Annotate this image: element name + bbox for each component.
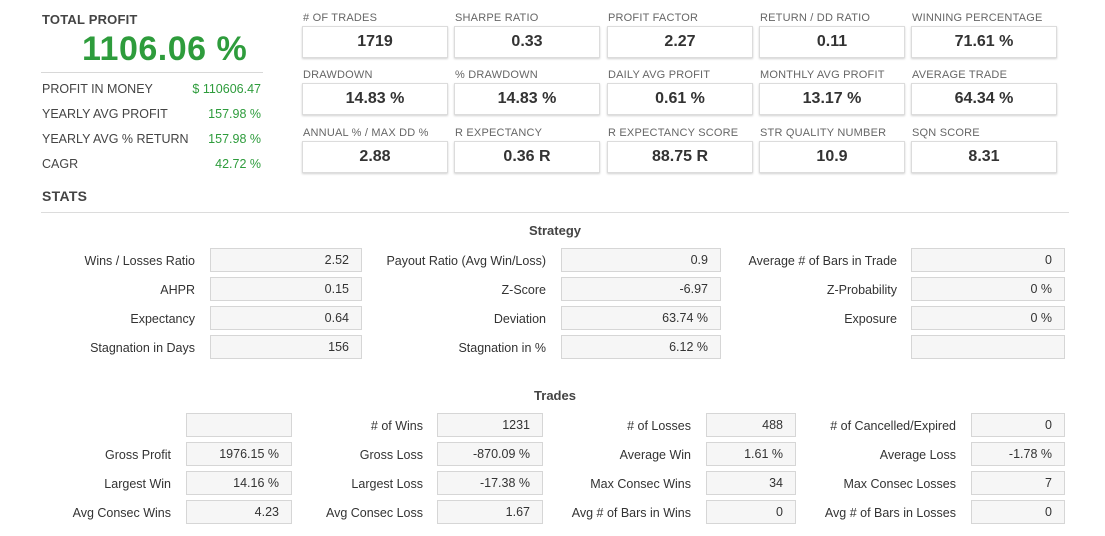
metric-label: MONTHLY AVG PROFIT (760, 69, 885, 81)
metric-value: 71.61 % (911, 26, 1057, 58)
metric-value: 88.75 R (607, 141, 753, 173)
trade-label: Gross Profit (105, 448, 171, 462)
metric-value: 2.27 (607, 26, 753, 58)
trade-value: 1976.15 % (186, 442, 292, 466)
divider (41, 72, 263, 73)
metric-value: 8.31 (911, 141, 1057, 173)
metric-value: 64.34 % (911, 83, 1057, 115)
metric-value: 14.83 % (302, 83, 448, 115)
trade-value: 0 (706, 500, 796, 524)
stat-value: 0 % (911, 306, 1065, 330)
stat-value: 0.64 (210, 306, 362, 330)
stat-value: 0.15 (210, 277, 362, 301)
metric-label: AVERAGE TRADE (912, 69, 1008, 81)
metric-value: 0.36 R (454, 141, 600, 173)
stat-label: Expectancy (130, 312, 195, 326)
metric-label: # OF TRADES (303, 12, 378, 24)
trade-label: Average Win (619, 448, 691, 462)
trade-value: -870.09 % (437, 442, 543, 466)
cagr-label: CAGR (42, 157, 79, 171)
stat-value: 0 % (911, 277, 1065, 301)
trade-label: # of Losses (627, 419, 691, 433)
trade-value: 488 (706, 413, 796, 437)
trade-label: Max Consec Wins (590, 477, 691, 491)
trade-value: 1.67 (437, 500, 543, 524)
metric-label: % DRAWDOWN (455, 69, 538, 81)
cagr-value: 42.72 % (215, 157, 261, 171)
metric-label: R EXPECTANCY (455, 127, 543, 139)
stat-value: 6.12 % (561, 335, 721, 359)
stat-label: Z-Probability (826, 283, 897, 297)
metric-value: 0.61 % (607, 83, 753, 115)
trade-value: 4.23 (186, 500, 292, 524)
trade-value: 1.61 % (706, 442, 796, 466)
metric-label: SQN SCORE (912, 127, 980, 139)
stat-label: Stagnation in Days (90, 341, 195, 355)
metric-value: 1719 (302, 26, 448, 58)
trade-label: Avg Consec Loss (325, 506, 423, 520)
metric-value: 0.33 (454, 26, 600, 58)
metric-label: DRAWDOWN (303, 69, 373, 81)
trade-value: -1.78 % (971, 442, 1065, 466)
divider (41, 212, 1069, 213)
metric-value: 14.83 % (454, 83, 600, 115)
trade-value: 14.16 % (186, 471, 292, 495)
trade-label: Avg # of Bars in Wins (571, 506, 691, 520)
yearly-avg-profit-label: YEARLY AVG PROFIT (42, 107, 168, 121)
trade-value: 7 (971, 471, 1065, 495)
trade-value: 0 (971, 500, 1065, 524)
yearly-avg-return-value: 157.98 % (208, 132, 261, 146)
stat-value: -6.97 (561, 277, 721, 301)
metric-label: RETURN / DD RATIO (760, 12, 871, 24)
trade-label: Largest Loss (351, 477, 423, 491)
stat-value: 156 (210, 335, 362, 359)
trade-value: 1231 (437, 413, 543, 437)
trade-value: -17.38 % (437, 471, 543, 495)
stat-value: 0.9 (561, 248, 721, 272)
profit-in-money-label: PROFIT IN MONEY (42, 82, 153, 96)
stat-label: Exposure (844, 312, 897, 326)
profit-in-money-value: $ 110606.47 (192, 82, 261, 96)
trade-value: 34 (706, 471, 796, 495)
stats-title: STATS (42, 188, 88, 204)
metric-value: 10.9 (759, 141, 905, 173)
stat-label: Stagnation in % (458, 341, 546, 355)
metric-label: WINNING PERCENTAGE (912, 12, 1043, 24)
stat-label: Average # of Bars in Trade (748, 254, 897, 268)
trade-label: Largest Win (104, 477, 171, 491)
trade-value: 0 (971, 413, 1065, 437)
metric-label: PROFIT FACTOR (608, 12, 699, 24)
stat-label: Payout Ratio (Avg Win/Loss) (386, 254, 546, 268)
stat-value-empty (911, 335, 1065, 359)
yearly-avg-profit-value: 157.98 % (208, 107, 261, 121)
stat-value: 2.52 (210, 248, 362, 272)
stat-label: Z-Score (501, 283, 546, 297)
stat-label: Deviation (493, 312, 546, 326)
metric-label: SHARPE RATIO (455, 12, 539, 24)
trade-label: Max Consec Losses (843, 477, 956, 491)
metric-label: STR QUALITY NUMBER (760, 127, 887, 139)
metric-label: R EXPECTANCY SCORE (608, 127, 739, 139)
trade-label: Avg # of Bars in Losses (824, 506, 956, 520)
trade-value-empty (186, 413, 292, 437)
metric-label: ANNUAL % / MAX DD % (303, 127, 429, 139)
stat-label: AHPR (160, 283, 195, 297)
stat-value: 0 (911, 248, 1065, 272)
metric-value: 2.88 (302, 141, 448, 173)
trade-label: # of Wins (370, 419, 423, 433)
metric-value: 13.17 % (759, 83, 905, 115)
trade-label: Gross Loss (359, 448, 423, 462)
trade-label: # of Cancelled/Expired (830, 419, 956, 433)
trade-label: Average Loss (879, 448, 956, 462)
total-profit-value: 1106.06 % (82, 30, 248, 68)
yearly-avg-return-label: YEARLY AVG % RETURN (42, 132, 189, 146)
trades-title: Trades (534, 388, 576, 403)
metric-value: 0.11 (759, 26, 905, 58)
strategy-title: Strategy (528, 223, 582, 238)
stat-label: Wins / Losses Ratio (84, 254, 195, 268)
stat-value: 63.74 % (561, 306, 721, 330)
metric-label: DAILY AVG PROFIT (608, 69, 711, 81)
total-profit-label: TOTAL PROFIT (42, 12, 138, 27)
trade-label: Avg Consec Wins (72, 506, 171, 520)
